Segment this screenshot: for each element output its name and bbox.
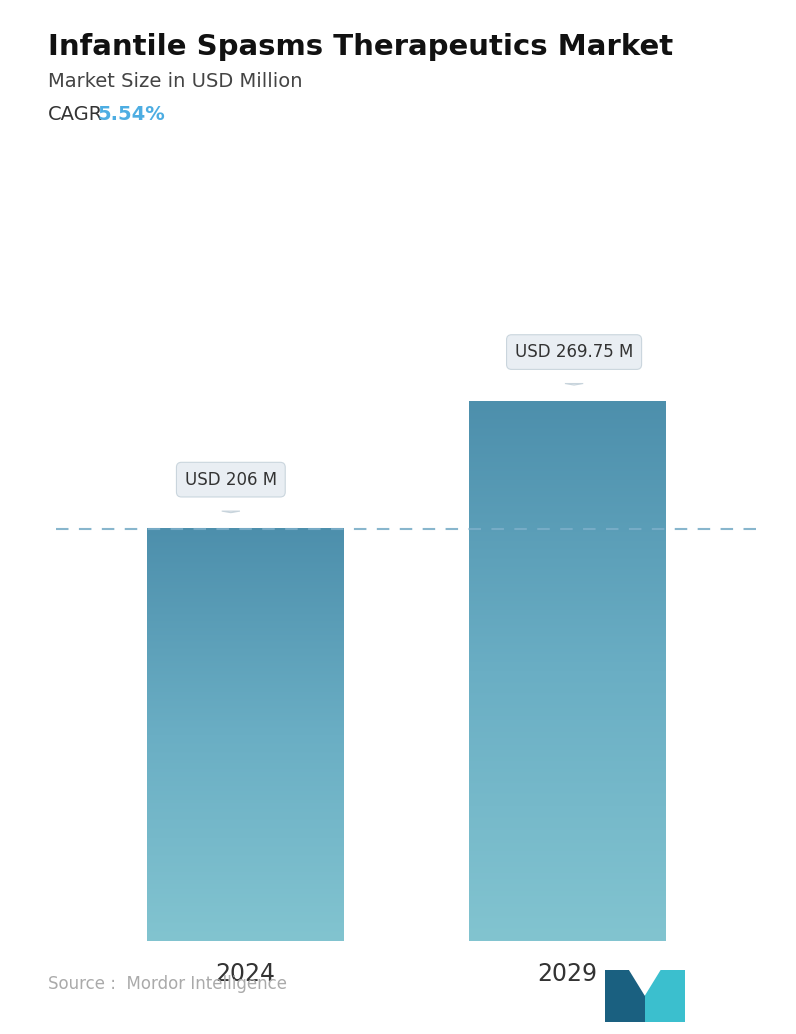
Text: CAGR: CAGR [48,105,103,124]
Text: 5.54%: 5.54% [97,105,165,124]
Text: Source :  Mordor Intelligence: Source : Mordor Intelligence [48,975,287,993]
Text: Market Size in USD Million: Market Size in USD Million [48,72,302,91]
Polygon shape [645,970,685,1022]
Polygon shape [629,970,661,996]
Polygon shape [222,511,240,513]
Polygon shape [605,970,645,1022]
Text: USD 206 M: USD 206 M [185,470,277,489]
Text: Infantile Spasms Therapeutics Market: Infantile Spasms Therapeutics Market [48,33,673,61]
Polygon shape [565,384,583,385]
Text: USD 269.75 M: USD 269.75 M [515,343,634,361]
